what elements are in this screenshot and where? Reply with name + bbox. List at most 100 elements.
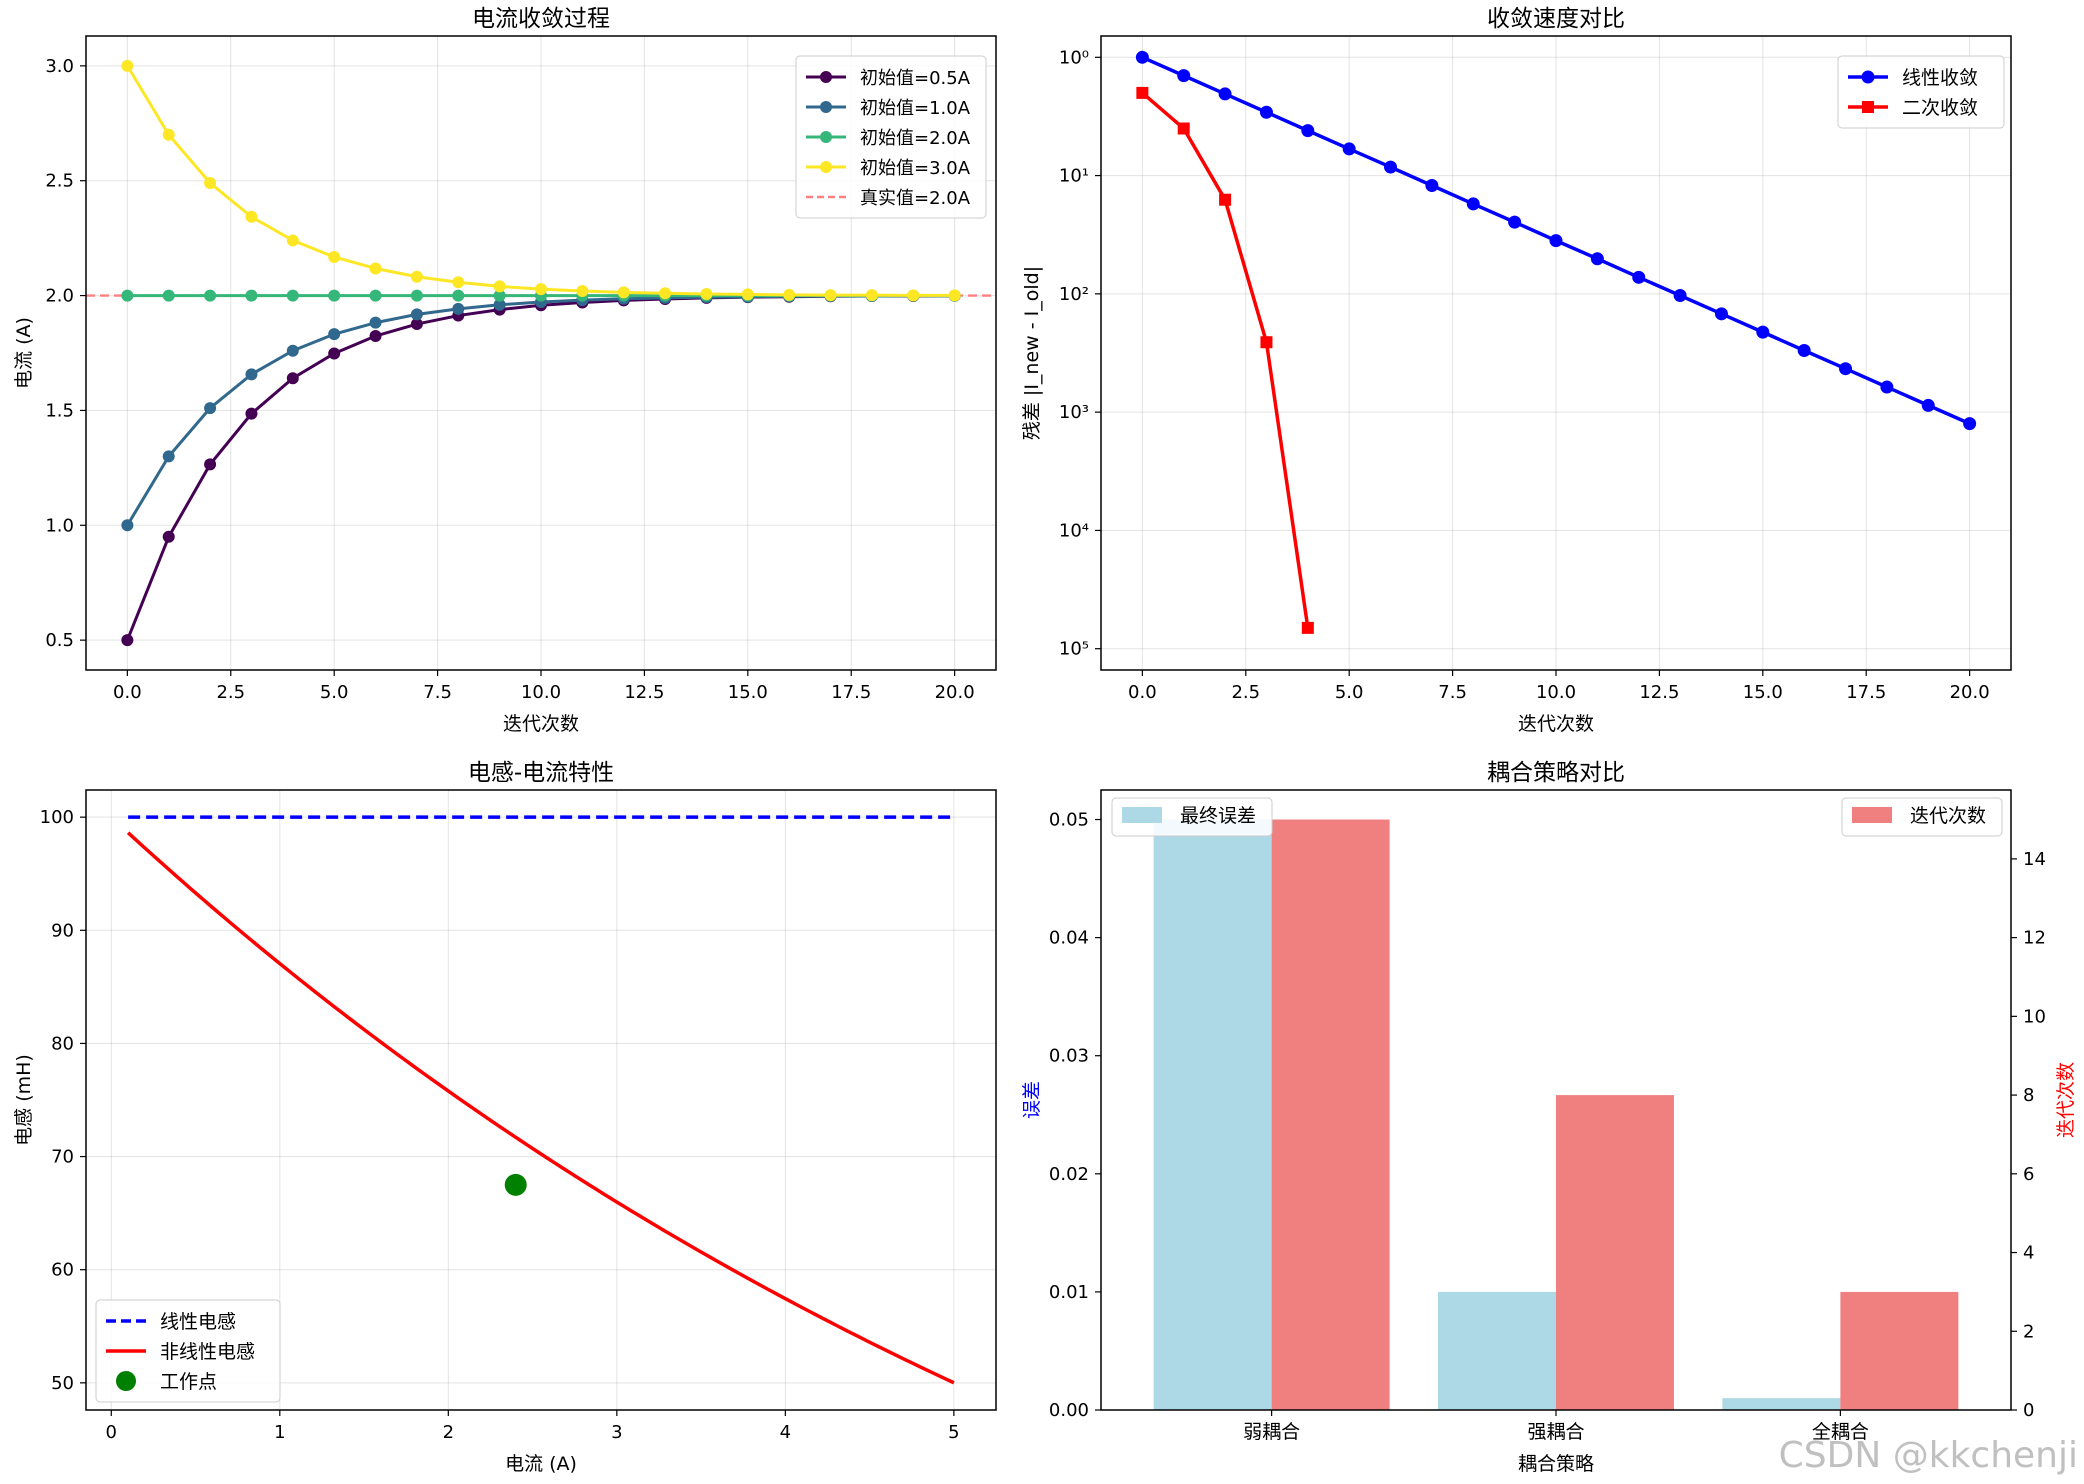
data-point-s0 <box>1425 179 1439 193</box>
y-tick-label-right-4: 4 <box>2023 1243 2034 1264</box>
data-point-s2 <box>245 289 258 302</box>
x-tick-label-2: 20.0 <box>1950 682 1990 703</box>
legend-label: 初始值=0.5A <box>860 68 971 89</box>
data-point-s0 <box>1301 124 1315 138</box>
x-tick-label-3: 3 <box>611 1422 622 1443</box>
y-tick-label-2: 10⁴ <box>1059 520 1089 541</box>
y-tick-label-4: 0.01 <box>1049 1282 1089 1303</box>
chart-convergence-speed: 0.0 2.5 5.0 7.5 10.0 12.5 15.0 17.5 20.0 10⁰ 10¹ 10… <box>1021 6 2012 735</box>
data-point-s3 <box>410 270 423 283</box>
legend-box <box>1837 55 2005 129</box>
y-tick-label-1: 1.5 <box>45 400 74 421</box>
legend-label: 线性电感 <box>160 1311 236 1333</box>
data-point-s0 <box>1218 87 1232 101</box>
data-point-s0 <box>1880 380 1894 394</box>
chart-coupling-strategy: 0.00 0.01 0.02 0.03 0.04 0.05 0 2 4 6 8 10 12 14 弱耦合 强耦… <box>1021 760 2077 1475</box>
legend-box <box>795 55 987 219</box>
y-tick-label-3: 100 <box>40 807 74 828</box>
y-tick-label-right-4: 6 <box>2023 1164 2034 1185</box>
x-tick-label-1: 20.0 <box>935 682 975 703</box>
data-point-s0 <box>1590 252 1604 266</box>
x-tick-label-1: 17.5 <box>831 682 871 703</box>
data-point-s2 <box>121 289 134 302</box>
data-point-s2 <box>162 289 175 302</box>
y-axis-label-1: 电流 (A) <box>13 317 35 389</box>
data-point-s3 <box>204 177 217 190</box>
y-tick-label-right-4: 14 <box>2023 849 2046 870</box>
x-tick-label-1: 2.5 <box>216 682 245 703</box>
data-point-s1 <box>452 302 465 315</box>
x-tick-label-1: 0.0 <box>113 682 142 703</box>
chart-current-convergence: 0.0 2.5 5.0 7.5 10.0 12.5 15.0 17.5 20.0 0.5 1.0 1.… <box>13 6 997 735</box>
x-tick-label-2: 10.0 <box>1536 682 1576 703</box>
legend-marker <box>1861 70 1875 84</box>
bar-iterations <box>1556 1095 1674 1410</box>
legend-label: 真实值=2.0A <box>860 188 971 209</box>
data-point-s1 <box>1260 336 1273 349</box>
data-point-s0 <box>286 372 299 385</box>
y-tick-label-right-4: 8 <box>2023 1085 2034 1106</box>
y-tick-label-3: 80 <box>51 1033 74 1054</box>
data-point-s1 <box>245 368 258 381</box>
data-point-s2 <box>328 289 341 302</box>
bar-error <box>1153 819 1272 1410</box>
data-point-s0 <box>1963 417 1977 431</box>
data-point-s1 <box>1219 193 1232 206</box>
x-tick-label-1: 15.0 <box>728 682 768 703</box>
data-point-s1 <box>493 298 506 311</box>
legend-label: 线性收敛 <box>1902 67 1978 89</box>
data-point-s0 <box>245 407 258 420</box>
data-point-s3 <box>576 284 589 297</box>
x-tick-label-4: 弱耦合 <box>1243 1421 1300 1443</box>
data-point-s0 <box>1549 234 1563 248</box>
chart-title-4: 耦合策略对比 <box>1487 760 1625 786</box>
data-point-s0 <box>1177 69 1191 83</box>
data-point-s3 <box>783 288 796 301</box>
data-point-s3 <box>741 288 754 301</box>
data-point-s0 <box>369 330 382 343</box>
x-tick-label-1: 5.0 <box>320 682 349 703</box>
x-tick-label-3: 5 <box>948 1422 959 1443</box>
y-tick-label-2: 10² <box>1059 284 1089 305</box>
y-axis-label-3: 电感 (mH) <box>13 1054 35 1146</box>
legend-label: 工作点 <box>160 1371 217 1393</box>
data-point-s0 <box>1714 307 1728 321</box>
data-point-s0 <box>1632 270 1646 284</box>
data-point-s0 <box>410 318 423 331</box>
x-tick-label-1: 10.0 <box>521 682 561 703</box>
y-tick-label-1: 1.0 <box>45 515 74 536</box>
legend-label: 二次收敛 <box>1902 97 1978 119</box>
legend-marker <box>820 161 832 173</box>
y-tick-label-3: 70 <box>51 1147 74 1168</box>
data-point-s2 <box>493 289 506 302</box>
bar-iterations <box>1840 1291 1959 1410</box>
data-point-s1 <box>1301 621 1314 634</box>
y-axis-label-4-right: 迭代次数 <box>2055 1062 2077 1138</box>
x-axis-label-1: 迭代次数 <box>503 713 579 735</box>
data-point-s1 <box>121 519 134 532</box>
data-point-s1 <box>1177 122 1190 135</box>
y-tick-label-right-4: 0 <box>2023 1400 2034 1421</box>
data-point-s0 <box>328 347 341 360</box>
data-point-s0 <box>204 458 217 471</box>
data-point-s2 <box>410 289 423 302</box>
y-tick-label-2: 10⁰ <box>1059 47 1089 68</box>
y-tick-label-1: 3.0 <box>45 56 74 77</box>
data-point-s3 <box>369 262 382 275</box>
x-tick-label-4: 全耦合 <box>1812 1421 1869 1443</box>
data-point-s1 <box>286 344 299 357</box>
data-point-s2 <box>286 289 299 302</box>
data-point-s1 <box>410 308 423 321</box>
legend-box <box>95 1299 281 1403</box>
data-point-s3 <box>493 280 506 293</box>
data-point-s3 <box>286 234 299 247</box>
x-tick-label-3: 4 <box>780 1422 791 1443</box>
axes-frame-1 <box>85 35 997 671</box>
watermark: CSDN @kkchenji <box>1778 1435 2078 1476</box>
x-tick-label-2: 7.5 <box>1438 682 1467 703</box>
data-point-s3 <box>535 283 547 296</box>
data-point-s0 <box>1756 325 1770 339</box>
x-tick-label-2: 0.0 <box>1128 682 1157 703</box>
legend-label: 初始值=2.0A <box>860 128 971 149</box>
